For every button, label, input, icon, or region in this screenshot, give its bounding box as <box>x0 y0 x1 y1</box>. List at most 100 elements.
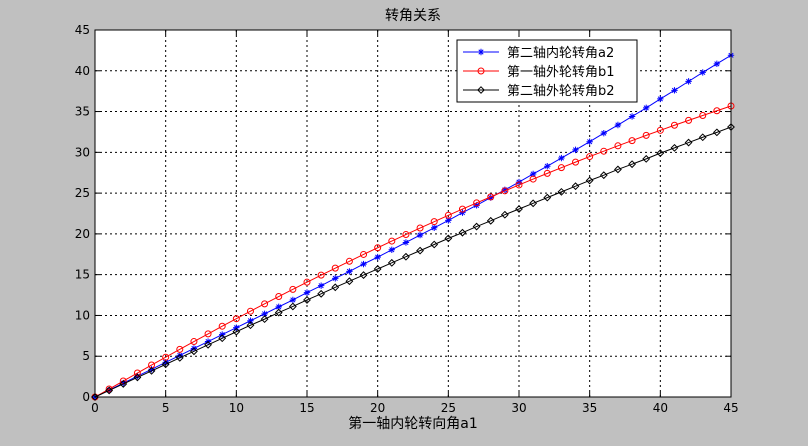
data-point <box>232 315 240 323</box>
data-point <box>486 216 495 225</box>
data-point <box>599 171 608 180</box>
data-point <box>303 278 311 286</box>
data-point <box>260 315 269 324</box>
data-point <box>642 131 650 139</box>
data-point <box>402 231 410 239</box>
data-point <box>473 199 481 207</box>
x-tick-label: 0 <box>91 401 99 415</box>
data-point <box>656 149 665 158</box>
data-point <box>473 202 480 209</box>
data-point <box>657 95 664 103</box>
y-tick-label: 40 <box>75 64 90 78</box>
data-point <box>628 137 636 145</box>
data-point <box>572 158 580 166</box>
data-point <box>487 193 495 201</box>
data-point <box>275 293 283 301</box>
data-point <box>543 193 552 202</box>
data-point <box>233 324 240 331</box>
legend-marker <box>477 48 485 56</box>
x-tick-label: 40 <box>653 401 668 415</box>
data-point <box>586 153 594 161</box>
data-point <box>105 386 114 395</box>
data-point <box>459 209 466 216</box>
data-point <box>656 126 664 134</box>
data-point <box>515 181 523 189</box>
data-point <box>402 252 410 261</box>
data-point <box>119 380 128 388</box>
chart-title: 转角关系 <box>385 8 441 24</box>
data-point <box>557 164 565 172</box>
legend-label: 第二轴外轮转角b2 <box>507 84 615 99</box>
legend-label: 第二轴内轮转角a2 <box>507 45 614 61</box>
data-point <box>431 224 438 231</box>
data-point <box>162 353 170 361</box>
data-point <box>670 121 678 129</box>
data-point <box>317 271 325 279</box>
data-point <box>133 369 141 377</box>
data-point <box>388 246 395 253</box>
data-point <box>445 217 452 224</box>
data-point <box>558 154 565 162</box>
axis-ticks: 0 5 10 15 20 25 30 35 40 45 0 5 10 15 20 25 30 35 40 45 <box>75 23 739 415</box>
data-point <box>416 246 424 255</box>
y-tick-label: 20 <box>75 227 90 241</box>
data-point <box>148 366 155 373</box>
data-point <box>416 224 424 232</box>
data-point <box>698 133 707 142</box>
data-point <box>543 169 551 177</box>
data-point <box>444 234 453 243</box>
data-point <box>388 237 396 245</box>
data-point <box>642 154 651 163</box>
data-point <box>387 258 396 267</box>
y-tick-label: 45 <box>75 23 90 37</box>
legend-marker <box>477 67 485 75</box>
data-point <box>232 327 241 336</box>
y-tick-label: 0 <box>82 390 90 404</box>
data-point <box>458 228 467 237</box>
data-point <box>571 182 580 191</box>
data-point <box>600 147 608 155</box>
data-point <box>317 282 325 289</box>
data-point <box>373 265 382 273</box>
data-point <box>501 186 509 194</box>
data-point <box>218 334 227 343</box>
data-point <box>162 359 169 366</box>
series-layer <box>91 52 735 401</box>
data-point <box>500 210 509 219</box>
series-line <box>94 105 732 398</box>
data-point <box>416 231 424 239</box>
data-point <box>288 302 297 311</box>
data-point <box>685 78 692 85</box>
x-tick-label: 10 <box>229 401 244 415</box>
data-point <box>161 360 170 369</box>
data-point <box>501 187 509 195</box>
series-3 <box>91 123 735 401</box>
x-tick-label: 35 <box>582 401 597 415</box>
data-point <box>685 116 693 124</box>
data-point <box>529 170 537 178</box>
y-tick-label: 30 <box>75 145 90 159</box>
data-point <box>317 289 326 298</box>
data-point <box>360 260 367 268</box>
data-point <box>529 175 537 183</box>
data-point <box>402 239 410 246</box>
y-tick-label: 5 <box>82 349 90 363</box>
y-tick-label: 35 <box>75 105 90 119</box>
data-point <box>430 240 439 249</box>
data-point <box>600 129 607 137</box>
x-axis-label: 第一轴内轮转向角a1 <box>348 415 478 432</box>
data-point <box>529 199 538 208</box>
legend-label: 第一轴外轮转角b1 <box>507 65 615 80</box>
data-point <box>586 138 593 145</box>
data-point <box>713 107 721 115</box>
data-point <box>147 366 156 375</box>
data-point <box>557 187 566 196</box>
data-point <box>303 289 311 296</box>
data-point <box>643 104 650 112</box>
series-line <box>94 126 732 398</box>
data-point <box>472 222 481 231</box>
data-point <box>261 310 268 318</box>
x-tick-label: 5 <box>162 401 170 415</box>
data-point <box>444 211 452 219</box>
